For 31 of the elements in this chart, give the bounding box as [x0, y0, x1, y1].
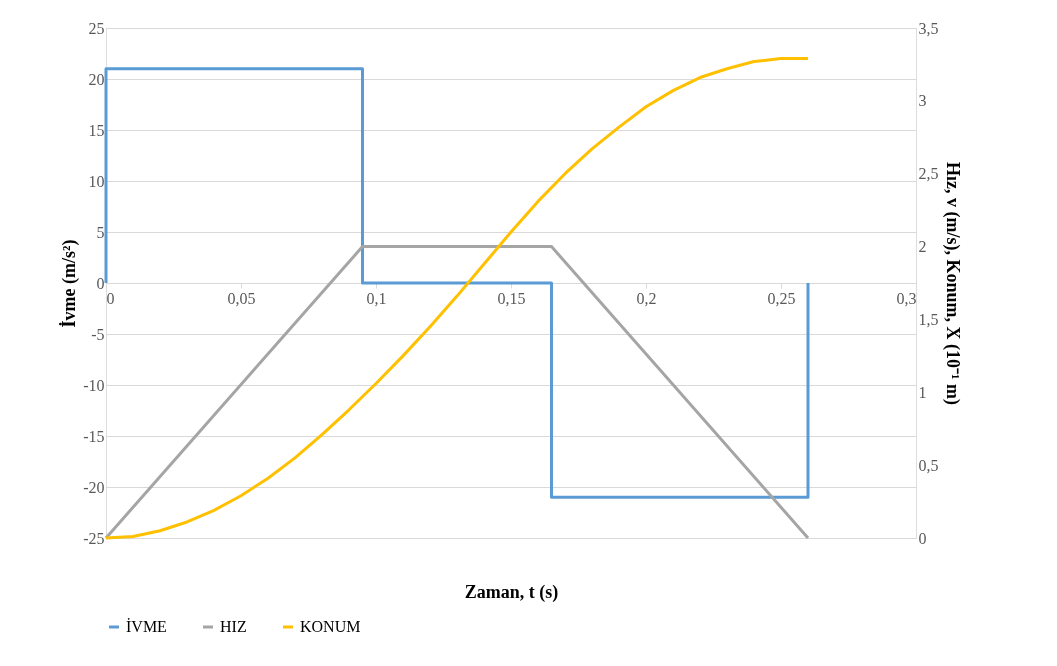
x-tick-label: 0,2: [636, 289, 657, 307]
y-axis-title: İvme (m/s²): [59, 239, 81, 328]
y2-tick-label: 3: [918, 92, 927, 110]
x-tick-label: 0,1: [366, 289, 387, 307]
y-tick-label: 20: [88, 70, 105, 88]
y-tick-label: 5: [96, 223, 105, 241]
y2-tick-label: 1: [918, 383, 927, 401]
y2-tick-label: 1,5: [918, 310, 939, 328]
y2-axis-title: Hız, v (m/s), Konum, X (10⁻¹ m): [941, 162, 963, 405]
y-tick-label: -15: [83, 427, 105, 445]
y-tick-label: -10: [83, 376, 105, 394]
x-tick-label: 0,3: [896, 289, 917, 307]
y-tick-label: -5: [91, 325, 105, 343]
x-axis-title: Zaman, t (s): [464, 581, 559, 603]
y-tick-label: 15: [88, 121, 105, 139]
y-tick-label: -25: [83, 529, 105, 547]
y2-tick-label: 2: [918, 238, 927, 256]
y2-tick-label: 0: [918, 529, 927, 547]
y-tick-label: 25: [88, 19, 105, 37]
x-tick-label: 0,25: [767, 289, 796, 307]
legend-label: İVME: [126, 618, 167, 635]
y-tick-label: 0: [96, 274, 105, 292]
x-tick-label: 0,15: [497, 289, 526, 307]
y2-tick-label: 0,5: [918, 456, 939, 474]
y-tick-label: -20: [83, 478, 105, 496]
y2-tick-label: 3,5: [918, 19, 939, 37]
x-tick-label: 0,05: [227, 289, 256, 307]
legend-label: KONUM: [300, 618, 361, 635]
y-tick-label: 10: [88, 172, 105, 190]
y2-tick-label: 2,5: [918, 165, 939, 183]
legend-label: HIZ: [220, 618, 247, 635]
